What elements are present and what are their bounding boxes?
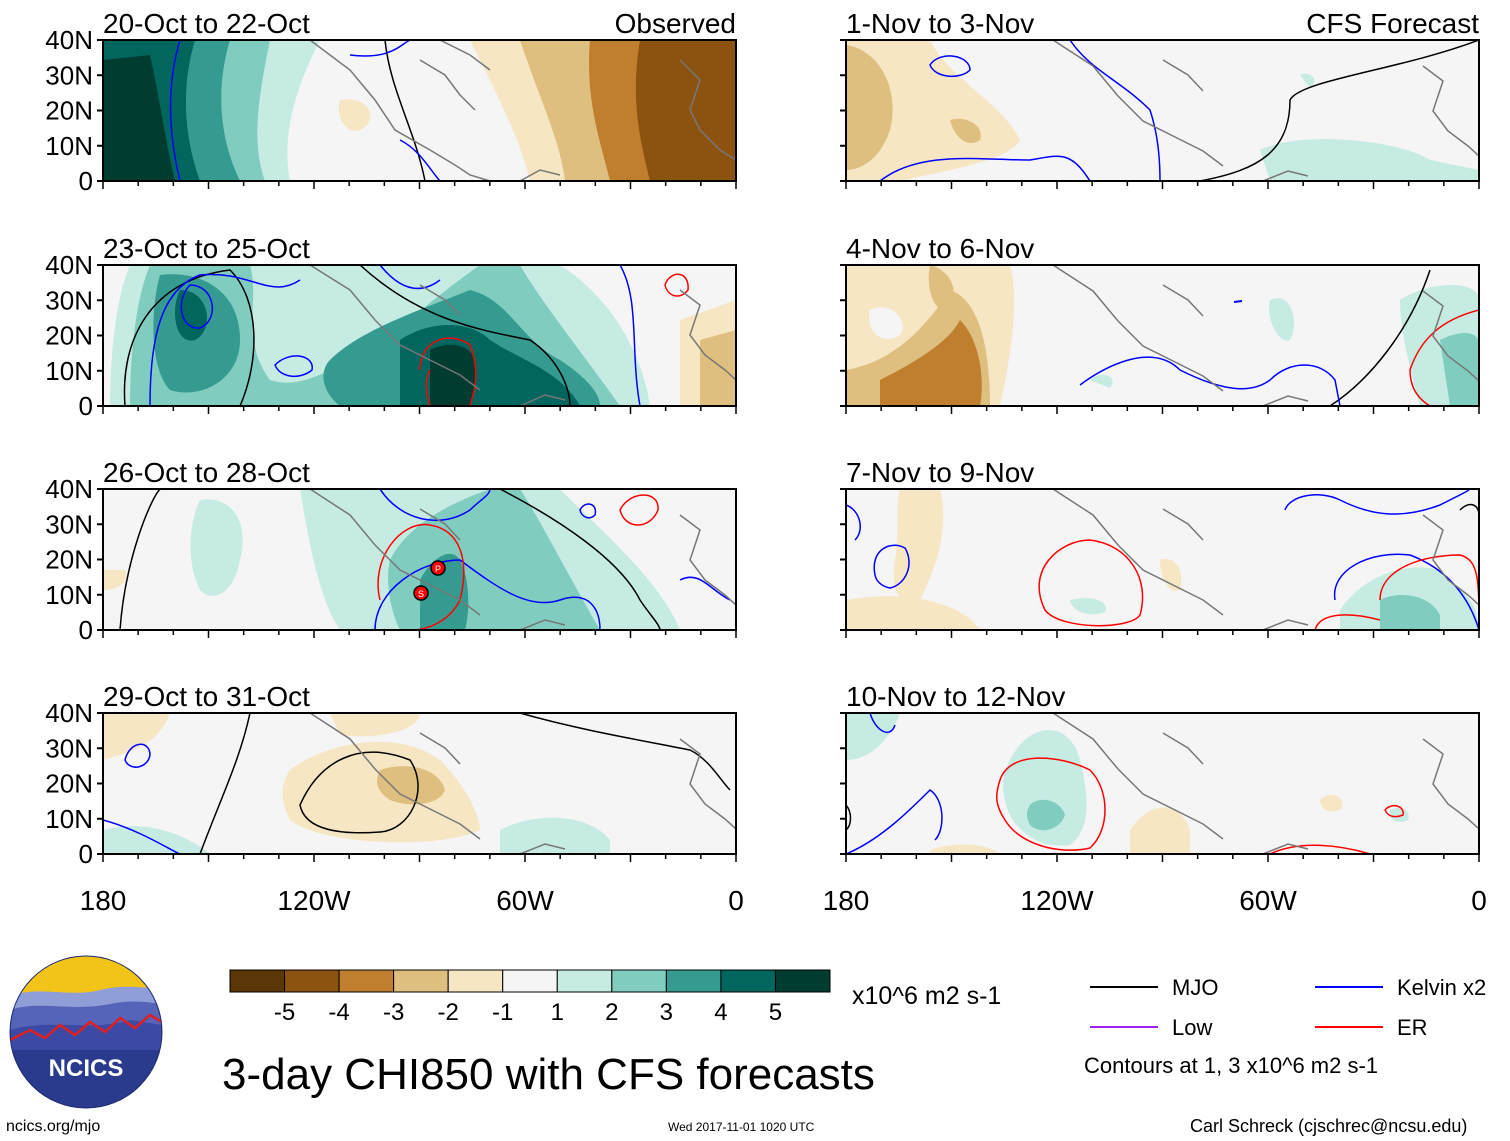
panel-label-p8: 10-Nov to 12-Nov bbox=[846, 681, 1065, 712]
xtick-label-0-1: 120W bbox=[277, 885, 351, 916]
colorbar-label-2: -3 bbox=[383, 999, 404, 1026]
figure-title: 3-day CHI850 with CFS forecasts bbox=[222, 1050, 875, 1099]
legend-label-2: Low bbox=[1172, 1015, 1212, 1040]
colorbar-swatch-10 bbox=[774, 969, 831, 993]
colorbar-label-7: 3 bbox=[660, 999, 673, 1026]
panel-8 bbox=[845, 712, 1480, 855]
contour-note: Contours at 1, 3 x10^6 m2 s-1 bbox=[1084, 1053, 1379, 1078]
colorbar-label-4: -1 bbox=[492, 999, 513, 1026]
ytick-label-3: 30N bbox=[45, 733, 93, 763]
author-credit: Carl Schreck (cjschrec@ncsu.edu) bbox=[1190, 1116, 1468, 1136]
ytick-label-0: 0 bbox=[79, 391, 93, 421]
ytick-label-2: 20N bbox=[45, 545, 93, 575]
panel-label-p6: 4-Nov to 6-Nov bbox=[846, 233, 1034, 264]
ytick-label-0: 0 bbox=[79, 839, 93, 869]
ytick-label-1: 10N bbox=[45, 580, 93, 610]
panel-4 bbox=[102, 712, 737, 855]
svg-text:P: P bbox=[435, 564, 441, 574]
panel-7 bbox=[845, 488, 1480, 631]
panel-tag-p1: Observed bbox=[615, 8, 736, 39]
colorbar-label-9: 5 bbox=[769, 999, 782, 1026]
panel-5 bbox=[845, 39, 1480, 182]
y-axes: 0 10N 20N 30N 40N 0 10N 20N 30N 40N 0 10N 20N 30N 40N 0… bbox=[45, 25, 846, 869]
colorbar-units: x10^6 m2 s-1 bbox=[852, 982, 1002, 1010]
colorbar-swatch-3 bbox=[393, 969, 449, 993]
xtick-label-1-3: 0 bbox=[1471, 885, 1487, 916]
ncics-logo: NCICS bbox=[9, 955, 163, 1109]
ytick-label-1: 10N bbox=[45, 356, 93, 386]
panel-labels: 20-Oct to 22-Oct Observed 23-Oct to 25-Oct… bbox=[103, 8, 1479, 712]
ytick-label-0: 0 bbox=[79, 166, 93, 196]
site-link[interactable]: ncics.org/mjo bbox=[6, 1118, 101, 1135]
panel-label-p7: 7-Nov to 9-Nov bbox=[846, 457, 1034, 488]
svg-text:S: S bbox=[418, 589, 424, 599]
ytick-label-2: 20N bbox=[45, 321, 93, 351]
panel-label-p5: 1-Nov to 3-Nov bbox=[846, 8, 1034, 39]
x-axes: 180 120W 60W 0 180 120W 60W 0 bbox=[80, 181, 1487, 916]
colorbar-swatch-0 bbox=[229, 969, 286, 993]
colorbar-label-0: -5 bbox=[274, 999, 295, 1026]
panel-6 bbox=[845, 264, 1480, 407]
legend-label-1: Kelvin x2 bbox=[1397, 975, 1486, 1000]
ytick-label-2: 20N bbox=[45, 96, 93, 126]
ytick-label-4: 40N bbox=[45, 25, 93, 55]
panel-label-p1: 20-Oct to 22-Oct bbox=[103, 8, 310, 39]
colorbar-swatch-2 bbox=[338, 969, 395, 993]
logo-text: NCICS bbox=[49, 1055, 124, 1082]
xtick-label-0-2: 60W bbox=[496, 885, 554, 916]
timestamp: Wed 2017-11-01 1020 UTC bbox=[668, 1120, 815, 1134]
panel-tag-p5: CFS Forecast bbox=[1306, 8, 1479, 39]
ytick-label-4: 40N bbox=[45, 698, 93, 728]
colorbar-label-3: -2 bbox=[438, 999, 459, 1026]
colorbar: -5 -4 -3 -2 -1 1 2 3 4 5 bbox=[229, 969, 831, 1026]
xtick-label-0-3: 0 bbox=[728, 885, 744, 916]
panel-1 bbox=[102, 39, 737, 182]
ytick-label-4: 40N bbox=[45, 474, 93, 504]
panel-3: P S bbox=[102, 488, 737, 631]
panel-label-p3: 26-Oct to 28-Oct bbox=[103, 457, 310, 488]
colorbar-swatch-1 bbox=[284, 969, 340, 993]
colorbar-swatch-5 bbox=[502, 969, 558, 993]
panel-2 bbox=[102, 264, 737, 407]
colorbar-label-6: 2 bbox=[605, 999, 618, 1026]
panel-label-p2: 23-Oct to 25-Oct bbox=[103, 233, 310, 264]
ytick-label-3: 30N bbox=[45, 285, 93, 315]
legend: MJO Kelvin x2 Low ER bbox=[1090, 975, 1486, 1040]
ytick-label-3: 30N bbox=[45, 509, 93, 539]
colorbar-swatch-7 bbox=[611, 969, 667, 993]
legend-label-0: MJO bbox=[1172, 975, 1218, 1000]
panel-label-p4: 29-Oct to 31-Oct bbox=[103, 681, 310, 712]
xtick-label-1-0: 180 bbox=[823, 885, 870, 916]
colorbar-label-5: 1 bbox=[551, 999, 564, 1026]
colorbar-swatch-6 bbox=[556, 969, 613, 993]
ytick-label-1: 10N bbox=[45, 131, 93, 161]
ytick-label-0: 0 bbox=[79, 615, 93, 645]
colorbar-swatch-9 bbox=[720, 969, 776, 993]
xtick-label-1-2: 60W bbox=[1239, 885, 1297, 916]
colorbar-swatch-4 bbox=[447, 969, 504, 993]
legend-label-3: ER bbox=[1397, 1015, 1428, 1040]
colorbar-label-8: 4 bbox=[714, 999, 727, 1026]
colorbar-swatch-8 bbox=[665, 969, 722, 993]
colorbar-label-1: -4 bbox=[328, 999, 349, 1026]
ytick-label-2: 20N bbox=[45, 769, 93, 799]
ytick-label-3: 30N bbox=[45, 60, 93, 90]
xtick-label-0-0: 180 bbox=[80, 885, 127, 916]
ytick-label-1: 10N bbox=[45, 804, 93, 834]
xtick-label-1-1: 120W bbox=[1020, 885, 1094, 916]
ytick-label-4: 40N bbox=[45, 250, 93, 280]
